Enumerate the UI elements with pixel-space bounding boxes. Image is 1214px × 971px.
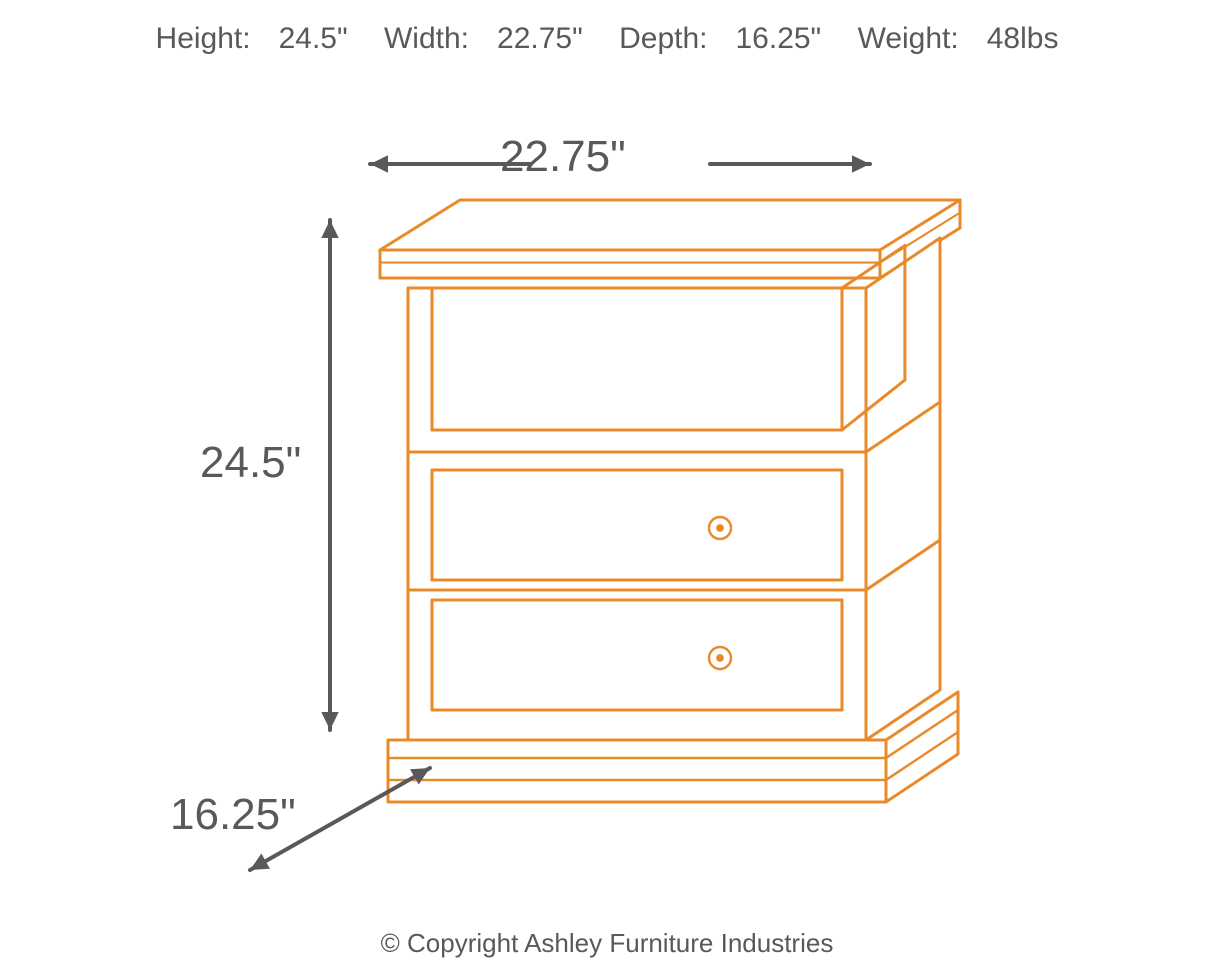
dimension-depth-label: 16.25" — [170, 790, 296, 840]
copyright-text: © Copyright Ashley Furniture Industries — [0, 928, 1214, 959]
dimension-width-label: 22.75" — [500, 132, 626, 182]
dimension-height-label: 24.5" — [200, 438, 301, 488]
